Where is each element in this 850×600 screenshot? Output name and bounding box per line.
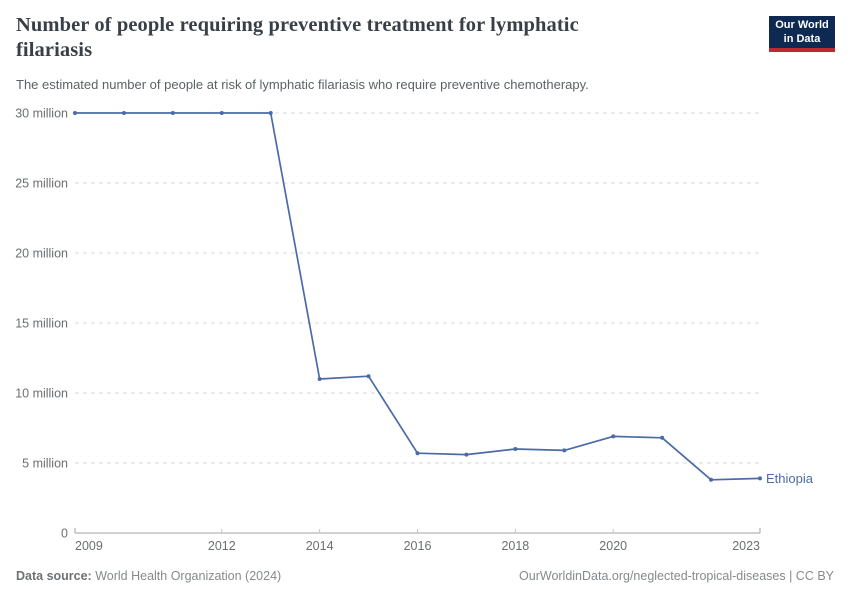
data-point[interactable] <box>758 476 762 481</box>
y-axis-tick-label: 0 <box>61 527 68 541</box>
x-axis-tick-label: 2023 <box>732 539 760 553</box>
data-point[interactable] <box>317 377 322 381</box>
data-point[interactable] <box>464 452 469 457</box>
y-axis-tick-label: 25 million <box>15 177 68 191</box>
y-axis-tick-label: 20 million <box>15 247 68 261</box>
data-point[interactable] <box>73 111 77 115</box>
y-axis-tick-label: 30 million <box>15 107 68 121</box>
data-source-value: World Health Organization (2024) <box>91 569 282 583</box>
data-point[interactable] <box>660 435 665 440</box>
x-axis-tick-label: 2020 <box>599 539 627 553</box>
data-point[interactable] <box>562 448 567 453</box>
owid-logo-line1: Our World <box>775 19 829 31</box>
data-point[interactable] <box>170 111 175 115</box>
series-label-ethiopia[interactable]: Ethiopia <box>766 471 814 486</box>
y-axis-tick-label: 10 million <box>15 387 68 401</box>
data-point[interactable] <box>366 374 371 379</box>
owid-logo[interactable]: Our World in Data <box>769 16 835 52</box>
y-axis-tick-label: 15 million <box>15 317 68 331</box>
x-axis-tick-label: 2018 <box>501 539 529 553</box>
chart-subtitle: The estimated number of people at risk o… <box>16 77 589 92</box>
x-axis-tick-label: 2016 <box>404 539 432 553</box>
ethiopia-line[interactable] <box>74 112 761 481</box>
credit-text: OurWorldinData.org/neglected-tropical-di… <box>519 569 834 583</box>
x-axis-tick-label: 2009 <box>75 539 103 553</box>
data-point[interactable] <box>219 111 224 115</box>
data-point[interactable] <box>709 477 714 482</box>
y-axis-tick-label: 5 million <box>22 457 68 471</box>
data-source: Data source: World Health Organization (… <box>16 569 281 583</box>
data-point[interactable] <box>415 451 420 456</box>
data-point[interactable] <box>268 111 273 115</box>
data-point[interactable] <box>611 434 616 439</box>
chart-title: Number of people requiring preventive tr… <box>16 14 579 61</box>
owid-logo-line2: in Data <box>783 32 821 45</box>
data-point[interactable] <box>513 447 518 451</box>
x-axis-tick-label: 2012 <box>208 539 236 553</box>
x-axis-tick-label: 2014 <box>306 539 334 553</box>
data-source-label: Data source: <box>16 569 92 583</box>
data-point[interactable] <box>121 111 126 115</box>
chart-footer: Data source: World Health Organization (… <box>16 569 834 583</box>
